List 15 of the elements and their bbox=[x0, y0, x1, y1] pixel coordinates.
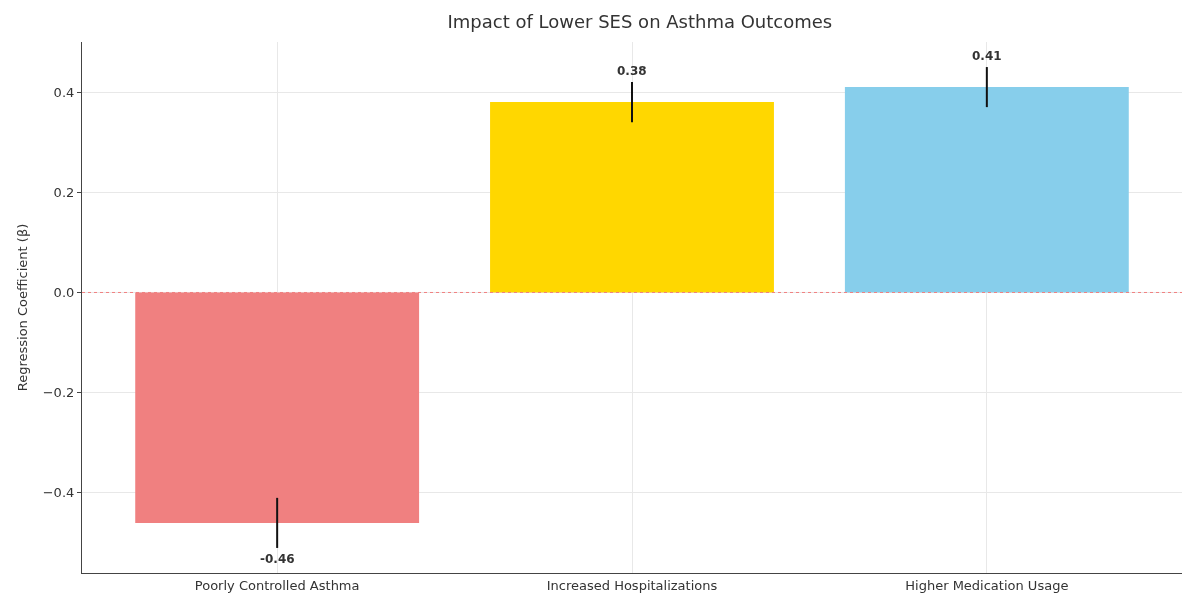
x-tick-label: Higher Medication Usage bbox=[905, 577, 1069, 593]
x-tick-label: Poorly Controlled Asthma bbox=[194, 577, 360, 593]
bar bbox=[844, 87, 1129, 293]
y-tick-label: 0.4 bbox=[53, 84, 75, 100]
data-label: -0.46 bbox=[260, 552, 295, 566]
chart-title: Impact of Lower SES on Asthma Outcomes bbox=[447, 10, 833, 32]
y-tick-label: −0.2 bbox=[42, 385, 75, 401]
data-label: 0.38 bbox=[617, 64, 647, 78]
y-tick-label: 0.0 bbox=[53, 285, 75, 301]
y-tick-label: 0.2 bbox=[53, 184, 75, 200]
y-tick-label: −0.4 bbox=[42, 485, 75, 501]
data-label: 0.41 bbox=[972, 49, 1002, 63]
bar bbox=[490, 102, 774, 293]
x-tick-label: Increased Hospitalizations bbox=[546, 577, 718, 593]
y-axis-title: Regression Coefficient (β) bbox=[14, 223, 30, 392]
